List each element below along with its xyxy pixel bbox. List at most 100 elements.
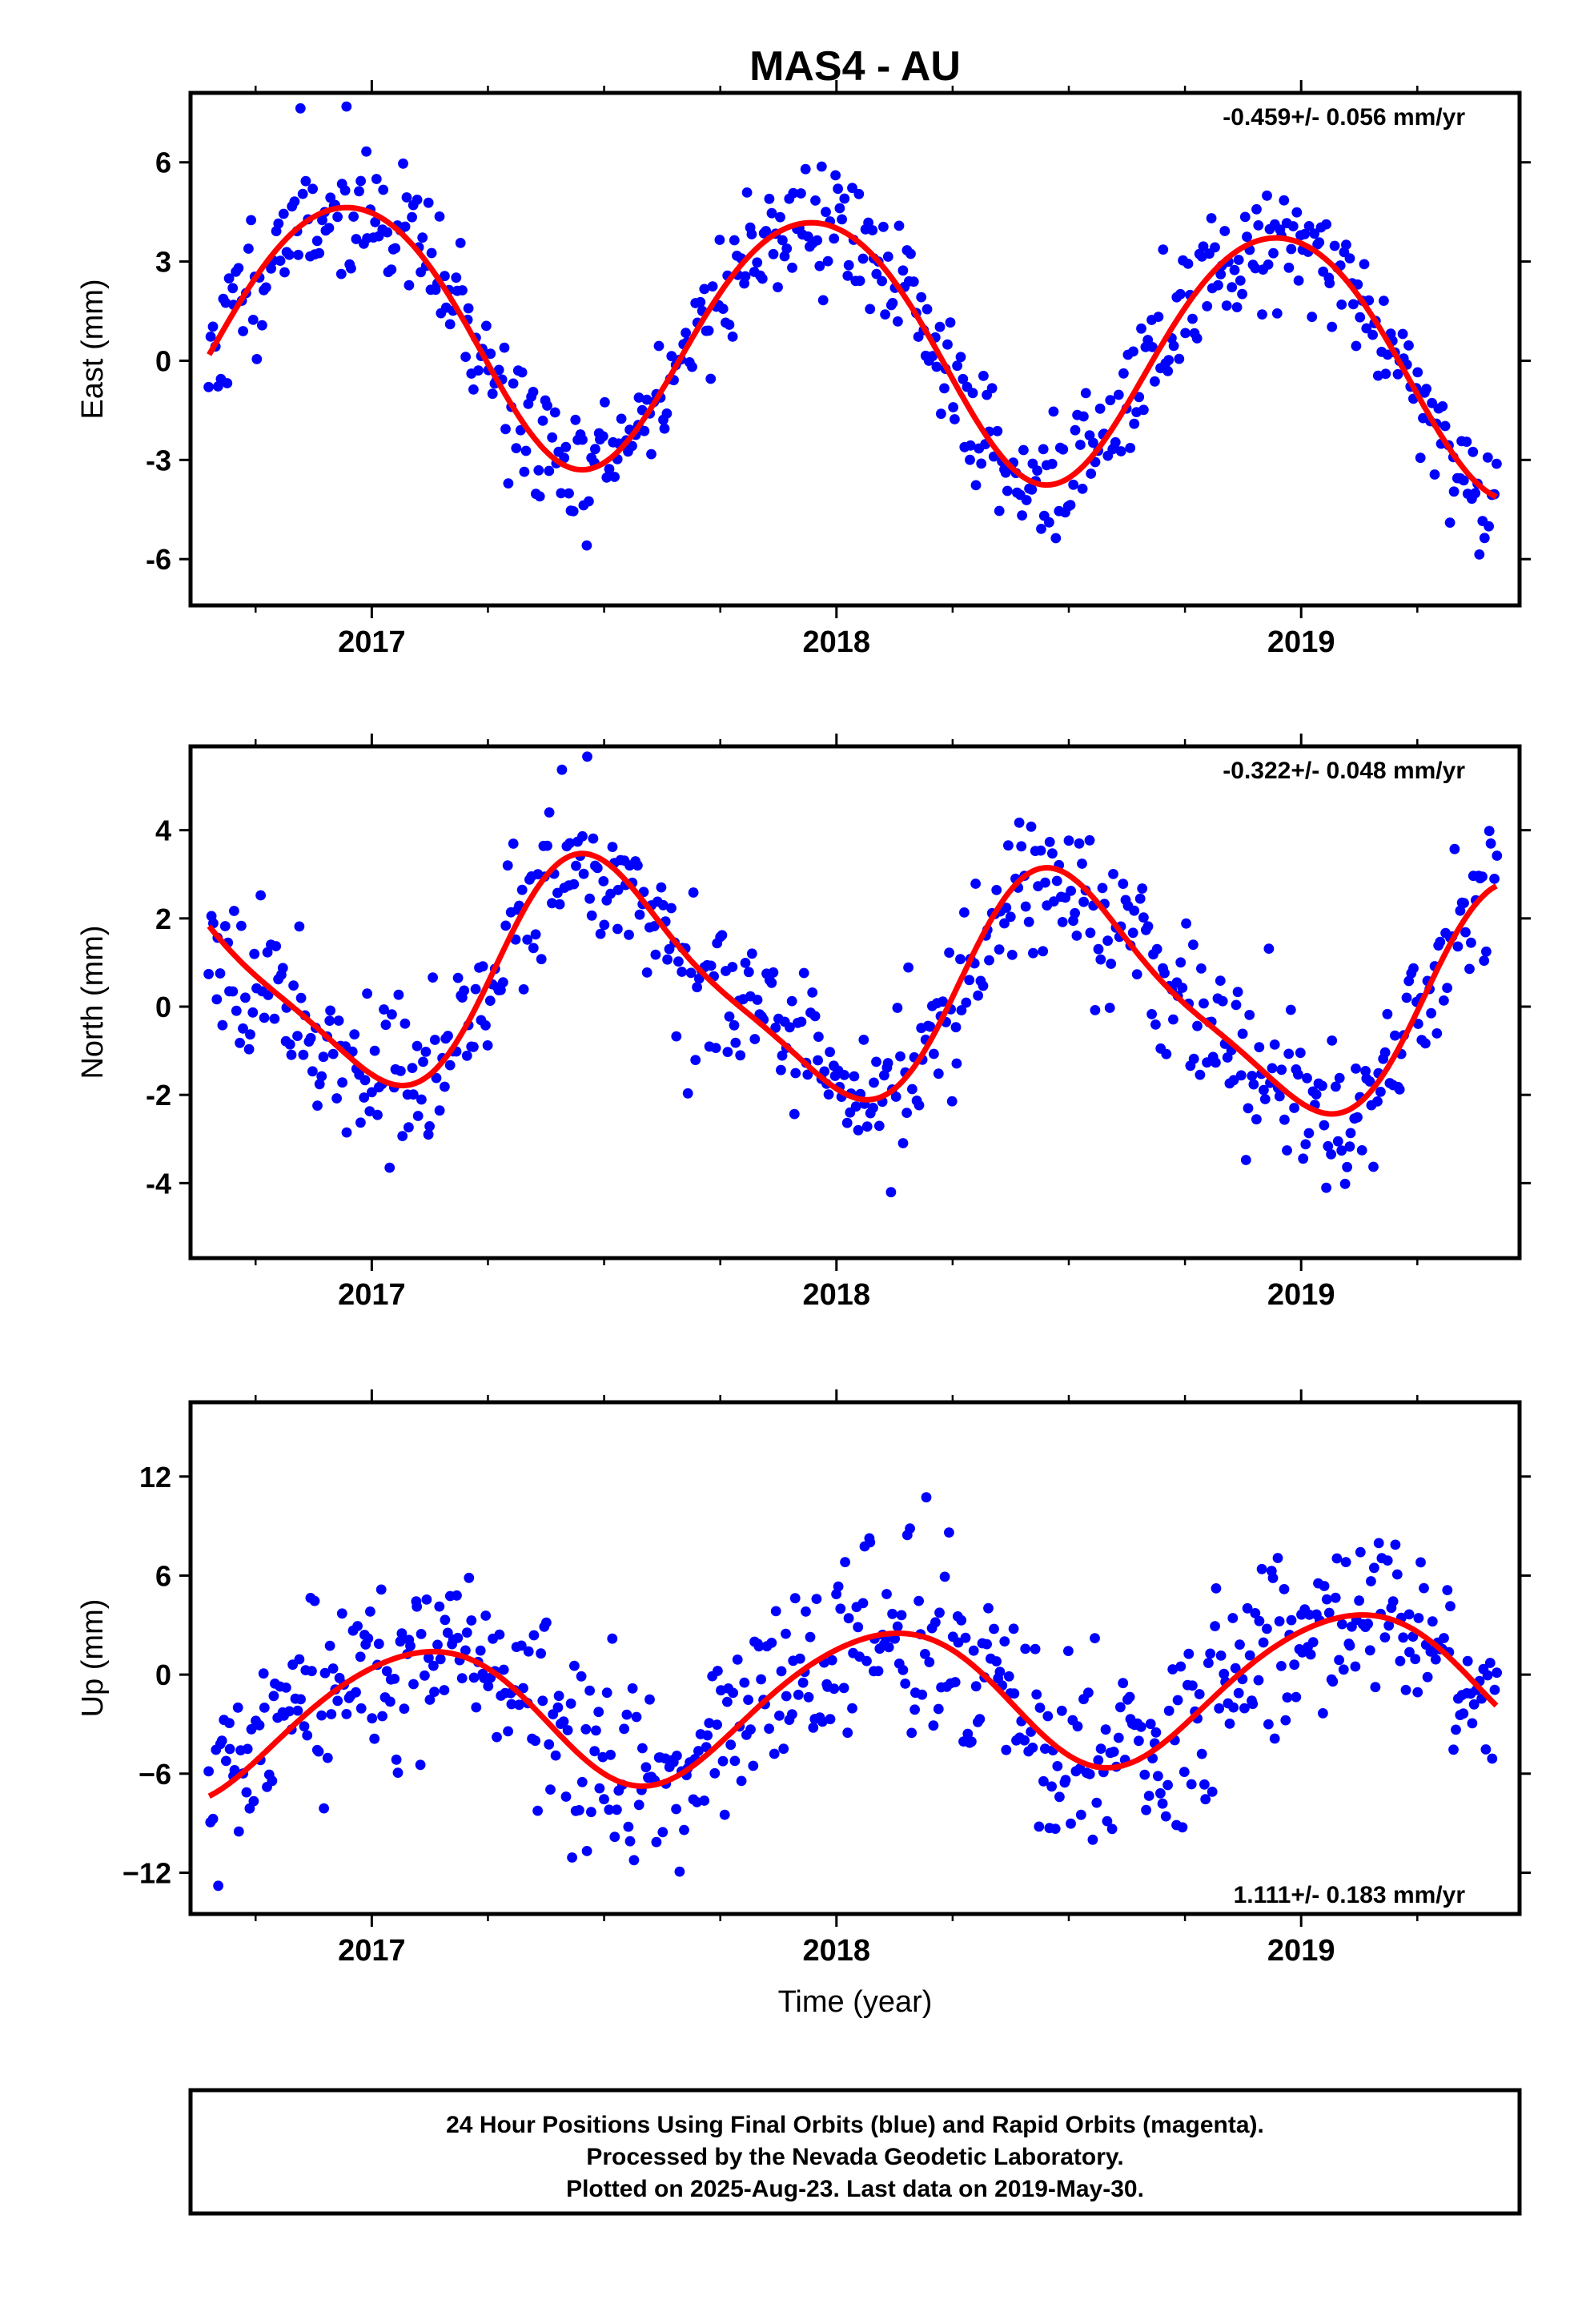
- data-point: [1050, 1823, 1061, 1835]
- data-point: [444, 319, 456, 330]
- data-point: [203, 1766, 214, 1777]
- data-point: [925, 1021, 936, 1032]
- data-point: [881, 1589, 892, 1599]
- data-point: [1168, 1014, 1178, 1025]
- data-point: [558, 1716, 569, 1727]
- data-point: [351, 1687, 361, 1698]
- data-point: [1272, 1553, 1283, 1563]
- data-point: [217, 1019, 228, 1031]
- data-point: [1150, 1019, 1161, 1030]
- data-point: [423, 1129, 434, 1140]
- data-point: [741, 187, 753, 198]
- data-point: [1439, 420, 1451, 432]
- data-point: [1235, 275, 1246, 286]
- data-point: [233, 263, 244, 274]
- data-point: [777, 235, 788, 246]
- data-point: [752, 995, 763, 1005]
- data-point: [1412, 1019, 1423, 1029]
- data-point: [769, 1748, 780, 1759]
- data-point: [802, 1069, 813, 1080]
- data-point: [1228, 1075, 1239, 1086]
- data-point: [365, 1606, 375, 1617]
- data-point: [381, 1666, 392, 1677]
- data-point: [1354, 1595, 1364, 1606]
- data-point: [370, 216, 381, 227]
- data-point: [269, 1013, 280, 1024]
- data-point: [633, 392, 644, 403]
- data-point: [332, 211, 343, 223]
- data-point: [537, 1695, 548, 1707]
- data-point: [766, 1637, 777, 1648]
- data-point: [1311, 1089, 1322, 1100]
- data-point: [913, 1100, 925, 1111]
- data-point: [639, 425, 650, 436]
- data-point: [494, 1629, 505, 1640]
- x-tick-label: 2019: [1267, 1278, 1335, 1312]
- data-point: [325, 1005, 335, 1016]
- data-point: [1467, 1718, 1478, 1729]
- data-point: [1352, 1112, 1363, 1123]
- data-point: [789, 1108, 800, 1120]
- data-point: [839, 193, 850, 204]
- data-point: [577, 830, 588, 842]
- data-point: [1065, 500, 1076, 511]
- data-point: [725, 1739, 737, 1751]
- data-point: [962, 1728, 974, 1739]
- data-point: [241, 1787, 252, 1798]
- data-point: [1355, 312, 1366, 323]
- data-point: [311, 235, 323, 247]
- data-point: [1373, 1538, 1384, 1549]
- data-point: [740, 958, 751, 968]
- data-point: [624, 929, 634, 940]
- data-point: [1336, 300, 1347, 310]
- data-point: [1247, 1071, 1258, 1081]
- data-point: [1248, 1079, 1259, 1090]
- data-point: [429, 1035, 440, 1045]
- data-point: [484, 995, 496, 1006]
- data-point: [258, 1668, 269, 1679]
- data-point: [800, 163, 811, 175]
- data-point: [843, 1613, 854, 1624]
- data-point: [1395, 1655, 1406, 1667]
- data-point: [1321, 1594, 1332, 1605]
- data-point: [1211, 1057, 1221, 1068]
- data-point: [1305, 1649, 1316, 1660]
- data-point: [1014, 817, 1025, 828]
- data-point: [1244, 1010, 1255, 1020]
- data-point: [666, 903, 677, 914]
- data-point: [774, 1711, 785, 1721]
- data-point: [825, 1047, 835, 1058]
- data-point: [984, 955, 994, 966]
- data-point: [952, 360, 962, 372]
- data-point: [1210, 1621, 1220, 1631]
- data-point: [666, 351, 677, 362]
- data-point: [877, 275, 887, 287]
- data-point: [498, 1664, 509, 1675]
- data-point: [420, 1047, 432, 1057]
- data-point: [656, 882, 667, 893]
- data-point: [354, 186, 364, 197]
- data-point: [510, 934, 521, 945]
- data-point: [1020, 901, 1031, 912]
- data-point: [657, 1827, 669, 1838]
- data-point: [900, 1679, 911, 1689]
- data-point: [1102, 1815, 1113, 1827]
- data-point: [1104, 1003, 1115, 1013]
- data-point: [713, 1666, 723, 1676]
- data-point: [275, 255, 286, 266]
- data-point: [1128, 346, 1138, 357]
- data-point: [897, 265, 909, 276]
- data-point: [240, 992, 251, 1003]
- data-point: [699, 1795, 710, 1806]
- data-point: [1129, 418, 1140, 429]
- data-point: [746, 229, 757, 239]
- data-point: [1330, 1592, 1341, 1603]
- data-point: [396, 1628, 408, 1639]
- data-point: [661, 408, 673, 419]
- data-point: [483, 1681, 494, 1691]
- data-point: [1232, 987, 1243, 998]
- data-point: [778, 1743, 789, 1755]
- data-point: [822, 255, 833, 267]
- data-point: [1247, 1699, 1259, 1710]
- data-point: [443, 1031, 453, 1041]
